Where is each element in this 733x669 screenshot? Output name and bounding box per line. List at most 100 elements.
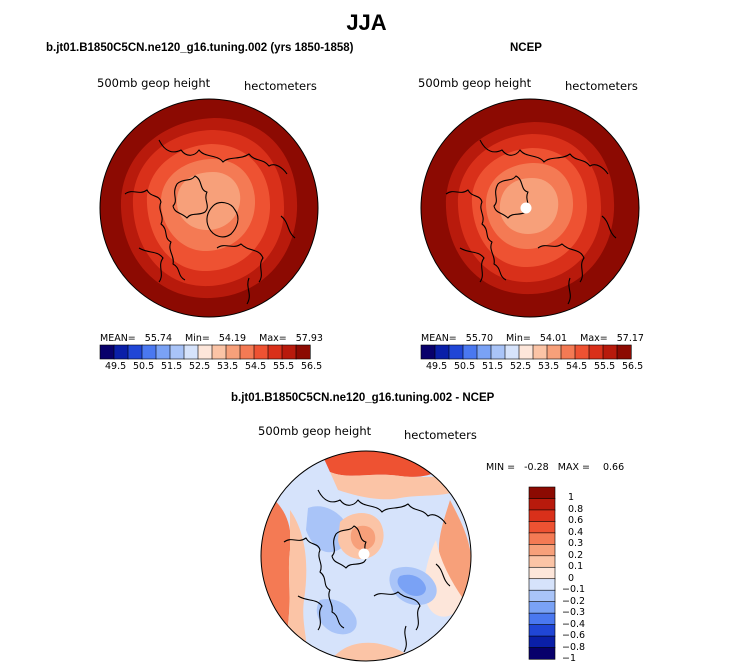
ncep-colorbar-tick-label: 50.5 bbox=[454, 361, 476, 372]
diff-colorbar bbox=[528, 486, 556, 660]
diff-colorbar-tick-label: −0.6 bbox=[562, 630, 586, 642]
model-colorbar-swatch bbox=[239, 344, 255, 360]
diff-colorbar-tick-label: 0 bbox=[568, 572, 575, 584]
ncep-mean-label: MEAN= bbox=[421, 333, 457, 344]
ncep-colorbar-swatch bbox=[560, 344, 576, 360]
diff-colorbar-tick-label: −1 bbox=[562, 653, 577, 664]
diff-colorbar-tick-label: −0.3 bbox=[562, 607, 586, 619]
ncep-colorbar-swatch bbox=[518, 344, 534, 360]
ncep-min-label: Min= bbox=[506, 333, 531, 344]
diff-max-value: 0.66 bbox=[602, 462, 625, 473]
model-colorbar-tick-label: 54.5 bbox=[245, 361, 267, 372]
diff-colorbar-swatch bbox=[528, 566, 556, 580]
ncep-colorbar-tick-label: 56.5 bbox=[622, 361, 644, 372]
diff-colorbar-swatch bbox=[528, 509, 556, 523]
diff-pole-marker bbox=[358, 548, 370, 560]
diff-colorbar-tick-label: 0.8 bbox=[568, 503, 584, 515]
model-colorbar-swatch bbox=[295, 344, 311, 360]
ncep-min-value: 54.01 bbox=[539, 333, 568, 344]
model-contour-53.5 bbox=[176, 172, 241, 230]
ncep-colorbar-tick-label: 53.5 bbox=[538, 361, 560, 372]
model-map-boundary bbox=[99, 98, 319, 318]
ncep-colorbar-swatch bbox=[588, 344, 604, 360]
model-colorbar-swatch bbox=[99, 344, 115, 360]
diff-colorbar-tick-label: −0.8 bbox=[562, 641, 586, 653]
ncep-colorbar-tick-label: 51.5 bbox=[482, 361, 504, 372]
ncep-max-label: Max= bbox=[580, 333, 608, 344]
model-colorbar-ticks: 49.5 50.5 51.5 52.5 53.5 54.5 55.5 56.5 bbox=[100, 361, 322, 375]
ncep-stats-row: MEAN= 55.70 Min= 54.01 Max= 57.17 bbox=[421, 333, 644, 344]
model-mean-label: MEAN= bbox=[100, 333, 136, 344]
diff-panel-header: b.jt01.B1850C5CN.ne120_g16.tuning.002 - … bbox=[231, 392, 495, 404]
model-colorbar-swatch bbox=[141, 344, 157, 360]
diff-colorbar-tick-label: 1 bbox=[568, 492, 575, 504]
diff-colorbar-swatch bbox=[528, 647, 556, 660]
model-max-value: 57.93 bbox=[295, 333, 323, 344]
diff-colorbar-swatch bbox=[528, 544, 556, 557]
model-colorbar-swatch bbox=[197, 344, 213, 360]
model-colorbar-swatch bbox=[267, 344, 283, 360]
diff-colorbar-tick-label: 0.4 bbox=[568, 526, 584, 538]
ncep-colorbar-swatch bbox=[532, 344, 548, 360]
ncep-pole-marker bbox=[520, 202, 532, 214]
ncep-colorbar-tick-label: 55.5 bbox=[594, 361, 616, 372]
model-min-value: 54.19 bbox=[218, 333, 247, 344]
model-mean-value: 55.74 bbox=[144, 333, 172, 344]
ncep-colorbar bbox=[420, 344, 632, 360]
diff-colorbar-swatch bbox=[528, 521, 556, 534]
model-colorbar-tick-label: 56.5 bbox=[301, 361, 323, 372]
ncep-colorbar-swatch bbox=[546, 344, 562, 360]
diff-colorbar-tick-label: 0.1 bbox=[568, 561, 584, 573]
model-units-label: hectometers bbox=[244, 79, 317, 93]
model-colorbar-swatch bbox=[169, 344, 185, 360]
ncep-units-label: hectometers bbox=[565, 79, 638, 93]
diff-variable-label: 500mb geop height bbox=[258, 424, 372, 438]
model-colorbar-swatch bbox=[127, 344, 143, 360]
ncep-panel-header: NCEP bbox=[510, 42, 542, 54]
ncep-colorbar-swatch bbox=[490, 344, 506, 360]
ncep-map-boundary bbox=[420, 98, 640, 318]
diff-colorbar-swatch bbox=[528, 589, 556, 603]
diff-colorbar-ticks: 1 0.8 0.6 0.4 0.3 0.2 0.1 0 −0.1 −0.2 −0.3 −0.4 −0.6… bbox=[562, 487, 602, 664]
model-panel-header: b.jt01.B1850C5CN.ne120_g16.tuning.002 (y… bbox=[46, 42, 354, 54]
diff-min-value: -0.28 bbox=[524, 462, 549, 473]
diff-colorbar-swatch bbox=[528, 635, 556, 649]
model-colorbar bbox=[99, 344, 311, 360]
model-colorbar-tick-label: 53.5 bbox=[217, 361, 239, 372]
model-colorbar-tick-label: 52.5 bbox=[189, 361, 211, 372]
ncep-colorbar-tick-label: 52.5 bbox=[510, 361, 532, 372]
model-coastlines bbox=[124, 139, 296, 305]
model-colorbar-swatch bbox=[183, 344, 199, 360]
diff-map-boundary bbox=[260, 450, 472, 662]
diff-colorbar-swatch bbox=[528, 486, 556, 500]
ncep-colorbar-swatch bbox=[434, 344, 450, 360]
ncep-mean-value: 55.70 bbox=[465, 333, 493, 344]
model-colorbar-swatch bbox=[225, 344, 241, 360]
model-colorbar-tick-label: 51.5 bbox=[161, 361, 183, 372]
diff-polar-map bbox=[260, 450, 472, 662]
diff-region-neg-3 bbox=[397, 574, 426, 596]
model-max-label: Max= bbox=[259, 333, 287, 344]
diff-colorbar-tick-label: 0.6 bbox=[568, 515, 584, 527]
ncep-colorbar-swatch bbox=[462, 344, 478, 360]
diff-units-label: hectometers bbox=[404, 428, 477, 442]
diff-region-pos-east bbox=[439, 500, 471, 610]
ncep-colorbar-swatch bbox=[476, 344, 492, 360]
model-colorbar-swatch bbox=[211, 344, 227, 360]
model-colorbar-swatch bbox=[253, 344, 269, 360]
ncep-colorbar-tick-label: 54.5 bbox=[566, 361, 588, 372]
diff-colorbar-swatch bbox=[528, 532, 556, 545]
diff-min-label: MIN = bbox=[486, 462, 516, 473]
diff-colorbar-tick-label: −0.4 bbox=[562, 618, 586, 630]
ncep-polar-map bbox=[420, 98, 640, 318]
diff-colorbar-tick-label: −0.2 bbox=[562, 595, 586, 607]
diff-colorbar-tick-label: 0.2 bbox=[568, 549, 584, 561]
model-colorbar-tick-label: 50.5 bbox=[133, 361, 155, 372]
ncep-colorbar-swatch bbox=[420, 344, 436, 360]
diff-colorbar-tick-label: 0.3 bbox=[568, 538, 584, 550]
model-colorbar-swatch bbox=[281, 344, 297, 360]
diff-colorbar-tick-label: −0.1 bbox=[562, 584, 586, 596]
diff-region-pos-north-light bbox=[330, 472, 460, 500]
model-variable-label: 500mb geop height bbox=[97, 76, 211, 90]
